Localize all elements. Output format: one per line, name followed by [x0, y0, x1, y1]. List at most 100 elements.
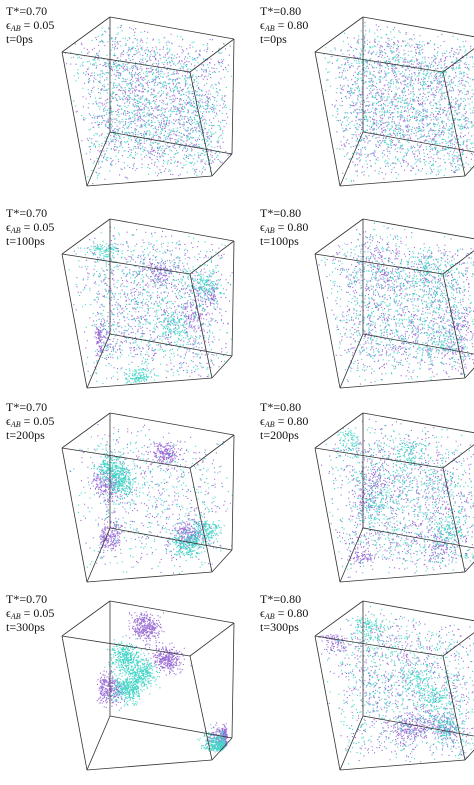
epsilon-label: ϵAB= 0.05	[6, 606, 54, 621]
simulation-box	[62, 601, 234, 770]
time-label: t=100ps	[260, 234, 299, 248]
temperature-label: T*=0.70	[6, 4, 47, 18]
box-edge	[232, 241, 234, 356]
simulation-box	[62, 17, 234, 186]
temperature-label: T*=0.70	[6, 592, 47, 606]
box-edge	[340, 572, 465, 582]
time-label: t=0ps	[6, 32, 33, 46]
temperature-label: T*=0.70	[6, 400, 47, 414]
box-edge	[315, 219, 363, 254]
particles-a	[69, 228, 232, 384]
box-edge	[62, 413, 110, 448]
time-label: t=300ps	[260, 620, 299, 634]
box-edge	[110, 413, 234, 435]
particles-b	[73, 227, 232, 380]
box-edge	[190, 623, 234, 656]
particles-a	[69, 429, 233, 574]
simulation-box	[315, 601, 474, 770]
epsilon-value: = 0.05	[24, 220, 55, 234]
box-edge	[443, 623, 474, 656]
box-edge	[62, 219, 110, 254]
box-edge	[340, 528, 363, 582]
box-edge	[232, 39, 234, 154]
simulation-box	[315, 413, 474, 582]
time-label: t=300ps	[6, 620, 45, 634]
box-edge	[62, 448, 87, 582]
epsilon-value: = 0.80	[278, 220, 309, 234]
epsilon-label: ϵAB= 0.80	[260, 220, 308, 235]
box-edge	[443, 435, 474, 468]
box-edge	[87, 716, 110, 770]
epsilon-value: = 0.05	[24, 18, 55, 32]
particles-b	[319, 611, 474, 762]
temperature-label: T*=0.80	[260, 4, 301, 18]
box-edge	[190, 39, 234, 72]
particles-b	[321, 419, 474, 578]
box-edge	[232, 623, 234, 738]
box-edge	[190, 656, 212, 760]
box-edge	[62, 448, 190, 468]
box-edge	[212, 550, 232, 572]
time-label: t=0ps	[260, 32, 287, 46]
box-edge	[315, 636, 340, 770]
epsilon-value: = 0.80	[278, 18, 309, 32]
epsilon-value: = 0.80	[278, 414, 309, 428]
box-edge	[315, 17, 363, 52]
box-edge	[340, 760, 465, 770]
epsilon-label: ϵAB= 0.80	[260, 18, 308, 33]
particles-a	[104, 636, 226, 752]
epsilon-label: ϵAB= 0.05	[6, 220, 54, 235]
box-edge	[110, 17, 234, 39]
box-edge	[315, 601, 363, 636]
box-edge	[340, 176, 465, 186]
temperature-label: T*=0.70	[6, 206, 47, 220]
box-edge	[62, 601, 110, 636]
box-edge	[363, 413, 474, 435]
box-edge	[87, 378, 212, 388]
simulation-box	[62, 413, 234, 582]
panel: T*=0.80ϵAB= 0.80t=300ps	[260, 592, 474, 770]
box-edge	[87, 760, 212, 770]
box-edge	[363, 601, 474, 623]
epsilon-value: = 0.05	[24, 606, 55, 620]
box-edge	[340, 378, 465, 388]
panel: T*=0.70ϵAB= 0.05t=200ps	[6, 400, 234, 582]
particles-b	[319, 227, 474, 384]
box-edge	[443, 39, 474, 72]
epsilon-label: ϵAB= 0.05	[6, 414, 54, 429]
box-edge	[62, 254, 190, 274]
box-edge	[190, 435, 234, 468]
time-label: t=200ps	[6, 428, 45, 442]
panel: T*=0.80ϵAB= 0.80t=0ps	[260, 4, 474, 186]
box-edge	[315, 254, 340, 388]
box-edge	[110, 219, 234, 241]
box-edge	[340, 132, 363, 186]
temperature-label: T*=0.80	[260, 592, 301, 606]
simulation-box	[315, 17, 474, 186]
epsilon-label: ϵAB= 0.05	[6, 18, 54, 33]
time-label: t=200ps	[260, 428, 299, 442]
temperature-label: T*=0.80	[260, 206, 301, 220]
epsilon-label: ϵAB= 0.80	[260, 606, 308, 621]
time-label: t=100ps	[6, 234, 45, 248]
box-edge	[315, 52, 443, 72]
temperature-label: T*=0.80	[260, 400, 301, 414]
box-edge	[340, 334, 363, 388]
box-edge	[340, 716, 363, 770]
epsilon-label: ϵAB= 0.80	[260, 414, 308, 429]
simulation-box	[62, 219, 234, 388]
box-edge	[363, 219, 474, 241]
box-edge	[190, 241, 234, 274]
box-edge	[62, 636, 87, 770]
box-edge	[212, 356, 232, 378]
figure: T*=0.70ϵAB= 0.05t=0psT*=0.80ϵAB= 0.80t=0…	[0, 0, 474, 785]
box-edge	[212, 154, 232, 176]
box-edge	[87, 572, 212, 582]
panel: T*=0.80ϵAB= 0.80t=100ps	[260, 206, 474, 388]
epsilon-value: = 0.80	[278, 606, 309, 620]
box-edge	[110, 601, 234, 623]
box-edge	[62, 254, 87, 388]
